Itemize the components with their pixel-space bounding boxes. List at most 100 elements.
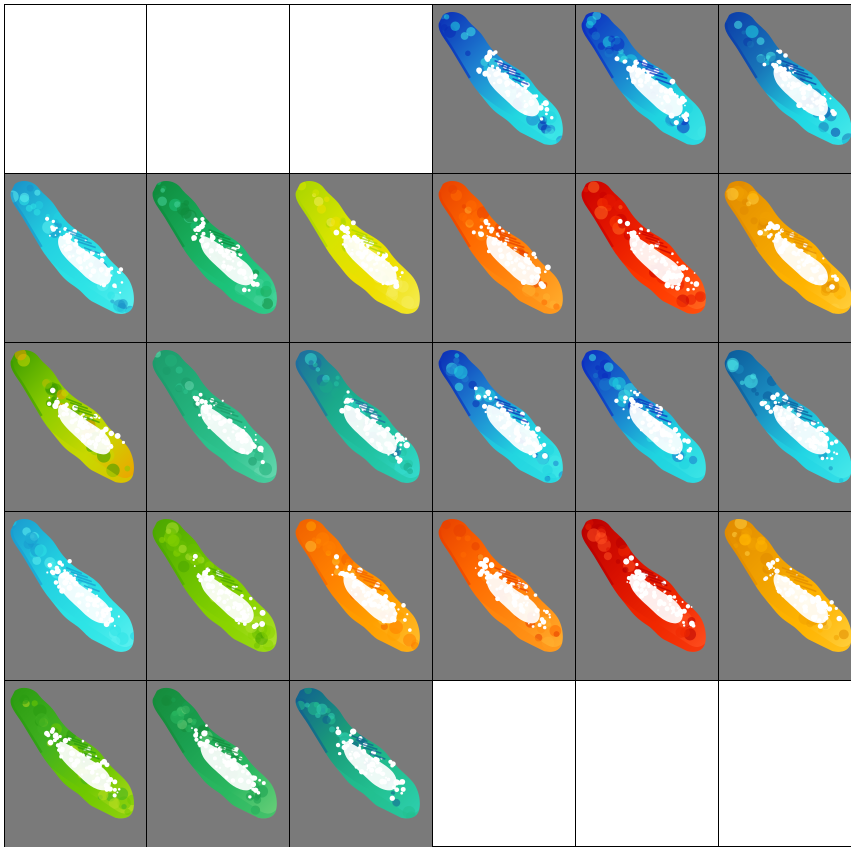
shoreline-streak [369, 584, 386, 593]
data-gap-speck [397, 435, 405, 442]
data-gap-speck [501, 424, 508, 430]
texture-blob [165, 528, 172, 534]
shoreline-streak [216, 236, 235, 245]
data-gap-speck [481, 403, 488, 409]
data-gap-speck [489, 236, 491, 239]
map-panel [4, 173, 147, 343]
data-gap-speck [801, 249, 804, 252]
data-gap-speck [377, 445, 384, 452]
shoreline-streak [799, 415, 817, 424]
data-gap-speck [254, 787, 257, 790]
data-gap-speck [664, 606, 670, 612]
data-gap-speck [813, 92, 819, 98]
data-gap-speck [369, 589, 374, 594]
texture-blob [396, 612, 405, 620]
data-gap-speck [397, 459, 402, 464]
shoreline-streak [498, 63, 517, 72]
data-gap-speck [777, 66, 784, 73]
data-gap-speck [80, 248, 85, 254]
texture-blob [453, 357, 460, 364]
data-gap-speck [65, 238, 72, 245]
data-gap-speck [503, 72, 508, 77]
data-gap-speck [638, 589, 641, 592]
data-gap-speck [383, 605, 389, 610]
data-gap-speck [809, 104, 814, 109]
data-gap-speck [90, 268, 97, 275]
texture-blob [325, 707, 331, 714]
data-gap-speck [349, 251, 354, 256]
data-gap-speck [475, 394, 482, 400]
data-gap-speck [617, 218, 623, 224]
data-gap-speck [65, 246, 70, 252]
data-gap-speck [663, 590, 666, 594]
data-gap-speck [668, 439, 673, 444]
shoreline-streak [785, 63, 805, 72]
shoreline-streak [645, 67, 664, 76]
data-gap-speck [630, 247, 634, 251]
data-gap-speck [482, 557, 490, 564]
data-gap-speck [99, 617, 104, 622]
data-gap-speck [331, 573, 334, 576]
data-gap-speck [781, 240, 788, 246]
data-gap-speck [623, 395, 628, 401]
data-gap-speck [65, 579, 67, 582]
data-gap-speck [105, 612, 109, 616]
data-gap-speck [817, 421, 820, 424]
lake-edge-band [581, 360, 614, 418]
data-gap-speck [822, 278, 825, 281]
data-gap-speck [510, 260, 514, 265]
shoreline-streak [355, 232, 374, 241]
data-gap-speck [808, 444, 813, 449]
data-gap-speck [623, 400, 627, 404]
data-gap-speck [632, 405, 637, 410]
data-gap-speck [645, 588, 648, 591]
data-gap-speck [86, 609, 90, 612]
shoreline-streak [359, 742, 378, 751]
data-gap-speck [533, 441, 536, 444]
data-gap-speck [813, 268, 819, 273]
data-gap-speck [70, 576, 76, 583]
data-gap-speck [639, 590, 643, 593]
texture-blob [445, 367, 455, 377]
data-gap-speck [77, 422, 82, 427]
data-gap-speck [791, 243, 796, 247]
data-gap-speck [515, 94, 520, 98]
data-gap-speck [513, 426, 520, 433]
data-gap-speck [512, 269, 515, 272]
data-gap-speck [654, 80, 659, 85]
shoreline-streak [799, 246, 817, 255]
data-gap-speck [647, 422, 653, 428]
data-gap-speck [682, 624, 686, 627]
data-gap-speck [647, 584, 651, 588]
data-gap-speck [82, 420, 85, 423]
data-gap-speck [626, 581, 629, 583]
data-gap-speck [45, 216, 50, 221]
data-gap-speck [678, 452, 681, 454]
texture-blob [316, 204, 327, 214]
data-gap-speck [226, 264, 230, 268]
shoreline-streak [83, 415, 100, 424]
data-gap-speck [757, 229, 764, 236]
data-gap-speck [777, 231, 781, 235]
shoreline-streak [498, 570, 517, 579]
data-gap-speck [538, 436, 541, 439]
texture-blob [157, 196, 167, 207]
empty-panel [289, 4, 433, 174]
data-gap-speck [779, 408, 784, 412]
data-gap-speck [489, 562, 494, 567]
data-gap-speck [670, 605, 676, 611]
data-gap-speck [643, 242, 647, 246]
data-gap-speck [196, 573, 202, 579]
data-gap-speck [498, 416, 503, 420]
data-gap-speck [384, 776, 388, 779]
data-gap-speck [499, 584, 504, 589]
data-gap-speck [777, 49, 783, 54]
data-gap-speck [538, 281, 545, 287]
data-gap-speck [537, 105, 544, 111]
shoreline-streak [785, 232, 805, 241]
lake-map [152, 349, 277, 483]
data-gap-speck [523, 104, 527, 109]
map-panel [575, 173, 719, 343]
data-gap-speck [56, 397, 59, 400]
data-gap-speck [800, 90, 807, 96]
